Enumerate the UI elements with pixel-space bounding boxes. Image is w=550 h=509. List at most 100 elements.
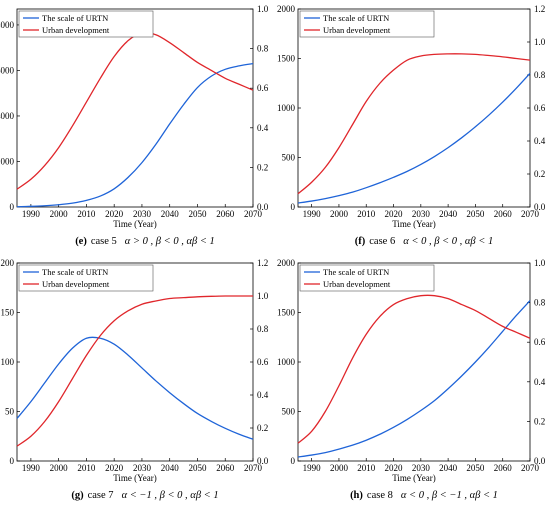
panel-caption: (e) case 5 α > 0 , β < 0 , αβ < 1 xyxy=(75,236,215,247)
caption-case: case 8 xyxy=(367,490,393,501)
y-right-tick-label: 0.4 xyxy=(534,377,546,387)
y-right-tick-label: 0.8 xyxy=(534,298,546,308)
y-left-tick-label: 50 xyxy=(5,407,15,417)
y-left-tick-label: 0 xyxy=(291,456,296,466)
y-left-tick-label: 1000 xyxy=(277,103,296,113)
y-left-tick-label: 500 xyxy=(282,153,296,163)
caption-letter: (h) xyxy=(350,490,363,501)
legend-entry: Urban development xyxy=(323,25,391,35)
x-tick-label: 1990 xyxy=(303,463,322,473)
x-tick-label: 2030 xyxy=(133,209,152,219)
panel-caption: (h) case 8 α < 0 , β < −1 , αβ < 1 xyxy=(350,490,498,501)
x-tick-label: 2030 xyxy=(133,463,152,473)
y-right-tick-label: 1.0 xyxy=(534,258,546,268)
legend-entry: Urban development xyxy=(42,279,110,289)
y-left-tick-label: 0 xyxy=(10,456,15,466)
legend-entry: The scale of URTN xyxy=(323,13,389,23)
x-axis-label: Time (Year) xyxy=(392,219,436,229)
x-tick-label: 2060 xyxy=(494,463,513,473)
caption-condition: α > 0 , β < 0 , αβ < 1 xyxy=(125,236,215,247)
x-tick-label: 2050 xyxy=(188,463,207,473)
y-right-tick-label: 1.0 xyxy=(257,4,269,14)
y-left-tick-label: 200 xyxy=(1,258,15,268)
x-tick-label: 2030 xyxy=(412,463,431,473)
series-line-urtn xyxy=(297,72,531,204)
y-right-tick-label: 0.2 xyxy=(257,162,268,172)
chart-panel-2: 1990 2000 2010 2020 2030 2040 2050 2060 2070 0 500… xyxy=(277,4,546,247)
x-tick-label: 2010 xyxy=(357,209,376,219)
caption-condition: α < −1 , β < 0 , αβ < 1 xyxy=(122,490,219,501)
x-tick-label: 1990 xyxy=(303,209,322,219)
x-tick-label: 2030 xyxy=(412,209,431,219)
y-right-tick-label: 0.8 xyxy=(257,44,269,54)
x-tick-label: 2040 xyxy=(439,463,458,473)
y-left-tick-label: 2000 xyxy=(0,156,15,166)
y-right-tick-label: 0.2 xyxy=(257,423,268,433)
panel-caption: (f) case 6 α < 0 , β < 0 , αβ < 1 xyxy=(355,236,493,247)
legend-entry: The scale of URTN xyxy=(323,267,389,277)
caption-condition: α < 0 , β < −1 , αβ < 1 xyxy=(401,490,498,501)
legend-entry: Urban development xyxy=(323,279,391,289)
y-right-tick-label: 0.6 xyxy=(257,357,269,367)
x-tick-label: 2060 xyxy=(494,209,513,219)
legend-box xyxy=(299,264,435,292)
x-tick-label: 2040 xyxy=(439,209,458,219)
x-tick-label: 2070 xyxy=(521,463,540,473)
y-right-tick-label: 0.6 xyxy=(257,83,269,93)
y-right-tick-label: 0.0 xyxy=(534,456,546,466)
y-right-tick-label: 1.2 xyxy=(257,258,268,268)
x-tick-label: 2000 xyxy=(330,463,349,473)
x-tick-label: 2020 xyxy=(105,209,124,219)
series-line-urban xyxy=(297,294,531,444)
x-tick-label: 2040 xyxy=(161,209,180,219)
series-line-urtn xyxy=(16,336,254,440)
chart-panel-1: 1990 2000 2010 2020 2030 2040 2050 2060 2070 0 200… xyxy=(0,4,269,247)
y-left-tick-label: 500 xyxy=(282,407,296,417)
caption-case: case 7 xyxy=(88,490,114,501)
x-tick-label: 2070 xyxy=(521,209,540,219)
x-tick-label: 2060 xyxy=(216,463,235,473)
y-right-tick-label: 0.2 xyxy=(534,416,545,426)
legend-box xyxy=(18,10,154,38)
y-left-tick-label: 4000 xyxy=(0,111,15,121)
y-right-tick-label: 0.0 xyxy=(257,202,269,212)
caption-condition: α < 0 , β < 0 , αβ < 1 xyxy=(403,236,493,247)
y-right-tick-label: 0.0 xyxy=(257,456,269,466)
x-tick-label: 2020 xyxy=(105,463,124,473)
x-axis-label: Time (Year) xyxy=(113,473,157,483)
x-tick-label: 2010 xyxy=(77,209,96,219)
x-tick-label: 2060 xyxy=(216,209,235,219)
chart-panel-3: 1990 2000 2010 2020 2030 2040 2050 2060 2070 0 50 1… xyxy=(1,258,269,501)
x-axis-label: Time (Year) xyxy=(113,219,157,229)
caption-letter: (f) xyxy=(355,236,366,247)
y-right-tick-label: 0.2 xyxy=(534,169,545,179)
y-right-tick-label: 0.8 xyxy=(534,70,546,80)
y-left-tick-label: 1500 xyxy=(277,308,296,318)
legend: The scale of URTN Urban development xyxy=(18,10,154,38)
legend-entry: The scale of URTN xyxy=(42,13,108,23)
y-right-tick-label: 0.6 xyxy=(534,103,546,113)
legend: The scale of URTN Urban development xyxy=(299,10,435,38)
x-tick-label: 2050 xyxy=(466,209,485,219)
plot-frame xyxy=(297,8,531,208)
series-line-urban xyxy=(297,53,531,195)
y-left-tick-label: 150 xyxy=(1,308,15,318)
y-right-tick-label: 1.2 xyxy=(534,4,545,14)
y-right-tick-label: 1.0 xyxy=(534,37,546,47)
y-right-tick-label: 0.6 xyxy=(534,337,546,347)
plot-frame xyxy=(16,8,254,208)
y-right-tick-label: 0.4 xyxy=(534,136,546,146)
legend-entry: Urban development xyxy=(42,25,110,35)
x-tick-label: 2020 xyxy=(385,209,404,219)
x-tick-label: 2050 xyxy=(466,463,485,473)
y-left-tick-label: 8000 xyxy=(0,20,15,30)
legend-box xyxy=(18,264,154,292)
x-tick-label: 2000 xyxy=(50,463,69,473)
plot-frame xyxy=(297,262,531,462)
x-axis-label: Time (Year) xyxy=(392,473,436,483)
x-tick-label: 2000 xyxy=(50,209,69,219)
y-left-tick-label: 0 xyxy=(10,202,15,212)
series-line-urtn xyxy=(16,62,254,208)
caption-case: case 6 xyxy=(369,236,395,247)
